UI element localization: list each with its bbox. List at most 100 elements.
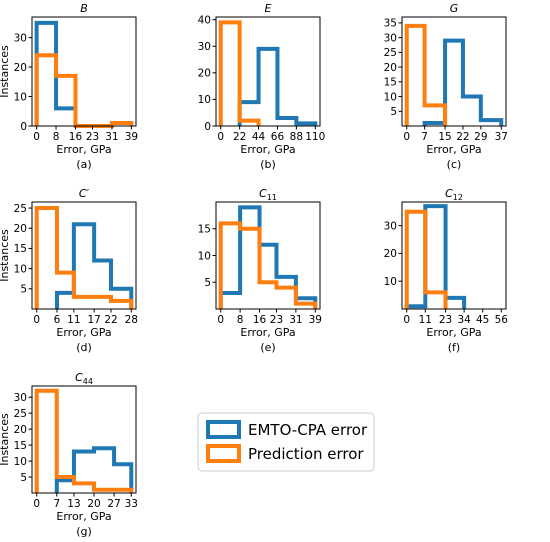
panel-title: B [80,2,88,15]
y-tick-label: 20 [14,424,27,436]
legend-frame [197,412,375,472]
x-tick-label: 22 [456,131,469,143]
y-tick-label: 15 [14,243,27,255]
panel-e: 0 8 16 23 31 39 5 10 15 Error, GPa (e) C11 [198,187,322,354]
panel-caption: (e) [260,341,275,354]
x-tick-label: 27 [107,498,120,510]
x-axis-label: Error, GPa [240,143,295,156]
y-tick-label: 10 [384,91,397,103]
y-tick-label: 15 [384,77,397,89]
panel-caption: (c) [447,158,462,171]
panel-caption: (g) [76,525,92,538]
series-emto-cpa-error [218,205,318,309]
x-tick-label: 6 [54,314,61,326]
series-prediction-error [404,209,448,309]
x-axis-label: Error, GPa [240,326,295,339]
x-tick-label: 8 [53,131,60,143]
x-tick-label: 0 [33,498,40,510]
x-tick-label: 37 [495,131,508,143]
panel-a: 0 8 16 23 31 39 0 10 20 30 Error, GPa (a) Instances B [0,2,138,171]
series-prediction-error [218,221,318,309]
x-tick-label: 7 [53,498,60,510]
x-tick-label: 88 [290,131,303,143]
x-tick-label: 39 [125,131,138,143]
plot-frame [31,16,137,127]
x-tick-label: 13 [67,498,80,510]
x-tick-label: 31 [289,314,302,326]
x-tick-label: 23 [270,314,283,326]
plot-frame [215,16,321,127]
y-tick-label: 5 [204,277,211,289]
y-tick-label: 35 [384,18,397,30]
y-tick-label: 30 [384,32,397,44]
legend-label-prediction: Prediction error [248,445,364,463]
y-tick-label: 40 [198,14,211,26]
legend-swatch-prediction [206,444,241,463]
x-tick-label: 8 [237,314,244,326]
y-tick-label: 15 [198,224,211,236]
x-tick-label: 39 [309,314,322,326]
x-tick-label: 16 [253,314,267,326]
x-axis-label: Error, GPa [426,326,481,339]
x-tick-label: 20 [87,498,100,510]
x-tick-label: 0 [33,131,40,143]
panel-title: E [265,2,272,15]
legend-swatch-emto-cpa [206,420,241,439]
x-tick-label: 0 [217,131,224,143]
y-axis-label: Instances [0,229,11,282]
x-tick-label: 28 [125,314,138,326]
y-tick-label: 25 [14,408,27,420]
x-tick-label: 31 [105,131,118,143]
y-tick-label: 5 [20,284,27,296]
y-tick-label: 10 [14,91,27,103]
y-tick-label: 30 [14,392,27,404]
x-tick-label: 16 [69,131,83,143]
x-axis-label: Error, GPa [56,143,111,156]
y-tick-label: 10 [14,456,27,468]
x-tick-label: 0 [33,314,40,326]
y-tick-label: 25 [14,203,27,215]
x-tick-label: 0 [217,314,224,326]
panel-caption: (f) [448,341,460,354]
plot-frame [31,201,137,310]
panel-b: 0 22 44 66 88 110 0 10 20 30 40 Error, GPa (b) E [198,2,326,171]
series-emto-cpa-error [237,46,318,126]
panel-g: 0 7 13 20 27 33 5 10 15 20 25 30 Error, GPa (g) Instan… [0,371,138,538]
y-tick-label: 5 [20,472,27,484]
x-tick-label: 7 [421,131,428,143]
y-tick-label: 30 [14,32,27,44]
x-tick-label: 11 [67,314,80,326]
series-prediction-error [404,23,448,126]
x-tick-label: 34 [457,314,471,326]
x-tick-label: 22 [233,131,246,143]
x-axis-label: Error, GPa [56,326,111,339]
x-tick-label: 23 [439,314,452,326]
series-prediction-error [34,388,134,493]
panel-title: C11 [259,187,277,202]
y-tick-label: 5 [390,106,397,118]
x-tick-label: 45 [476,314,489,326]
y-axis-label: Instances [0,45,11,98]
x-tick-label: 11 [419,314,432,326]
series-emto-cpa-error [54,222,134,309]
y-tick-label: 20 [14,62,27,74]
y-tick-label: 20 [384,248,397,260]
x-tick-label: 22 [104,314,117,326]
series-emto-cpa-error [422,38,504,126]
y-tick-label: 10 [384,276,397,288]
x-tick-label: 23 [86,131,99,143]
series-emto-cpa-error [54,446,134,493]
y-tick-label: 20 [14,223,27,235]
panel-caption: (a) [76,158,91,171]
y-tick-label: 30 [198,41,211,53]
legend: EMTO-CPA error Prediction error [197,412,375,472]
y-tick-label: 20 [198,68,211,80]
plot-frame [401,201,507,310]
panel-title: C′ [79,187,90,200]
y-tick-label: 0 [20,121,27,133]
panel-f: 0 11 23 34 45 56 10 20 30 Error, GPa (f) C12 [384,187,509,354]
series-emto-cpa-error [404,204,467,309]
plot-frame [31,385,137,494]
legend-label-emto-cpa: EMTO-CPA error [248,421,368,439]
